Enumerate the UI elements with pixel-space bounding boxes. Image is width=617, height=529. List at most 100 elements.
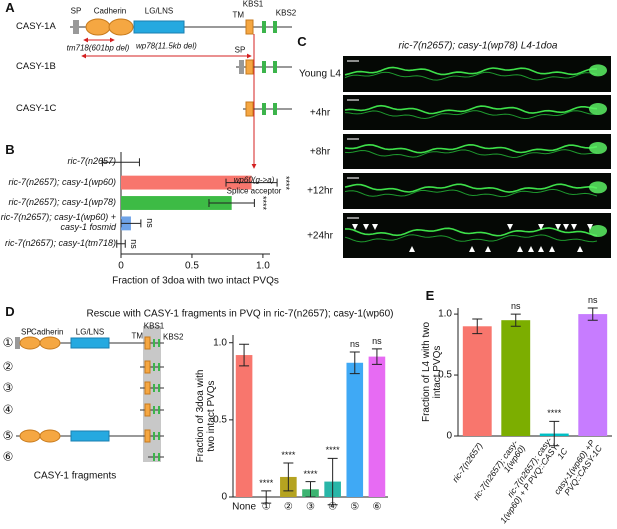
- significance-label: ns: [129, 239, 140, 249]
- cell-body: [589, 64, 607, 77]
- kbs-box: [262, 61, 266, 73]
- tm-domain: [245, 19, 254, 35]
- sp-box: [73, 20, 79, 34]
- domain-label: LG/LNS: [75, 327, 105, 337]
- y-tick-label: ric-7(n2657): [67, 156, 116, 167]
- tm-domain: [245, 101, 254, 117]
- neuron-process: [344, 149, 598, 159]
- bar: [121, 196, 232, 210]
- tm-domain: [144, 360, 151, 374]
- neuron-process: [344, 227, 598, 237]
- bar: [121, 175, 252, 190]
- fragment-label: ③: [2, 380, 14, 395]
- error-bar: [283, 462, 294, 492]
- error-bar: [327, 457, 338, 506]
- panel-label: D: [5, 303, 15, 319]
- significance-label: ns: [350, 339, 360, 350]
- kbs-box: [158, 432, 160, 440]
- kbs-box: [262, 103, 266, 115]
- y-tick-label: ric-7(n2657); casy-1(wp78): [8, 197, 116, 208]
- neuron-process: [344, 110, 598, 120]
- significance-label: ****: [547, 408, 562, 419]
- arrowhead: [549, 246, 555, 252]
- panel-label: E: [425, 287, 435, 303]
- significance-label: ****: [259, 477, 274, 488]
- tm-domain: [144, 403, 151, 417]
- micrograph: [343, 213, 611, 258]
- significance-label: ****: [303, 468, 318, 479]
- mutation-label: Splice acceptor: [226, 186, 282, 196]
- tm-region-shade: [143, 326, 161, 462]
- arrowhead: [507, 224, 513, 230]
- bar: [578, 314, 608, 436]
- arrowhead: [571, 224, 577, 230]
- arrowhead: [363, 224, 369, 230]
- kbs-box: [158, 453, 160, 461]
- tm-domain: [144, 429, 151, 443]
- kbs-box: [273, 21, 277, 33]
- error-bar: [510, 313, 521, 327]
- domain-label: Cadherin: [93, 6, 127, 16]
- fragment-label: ⑤: [2, 428, 14, 443]
- arrowhead: [577, 246, 583, 252]
- domain-label: KBS1: [143, 321, 165, 331]
- y-tick-label: 0.5: [438, 369, 452, 381]
- y-tick-label: 0: [221, 491, 227, 503]
- image-title: ric-7(n2657); casy-1(wp78) L4-1doa: [398, 40, 558, 52]
- arrowhead: [538, 224, 544, 230]
- y-axis-label: Fraction of 3doa with two intact PVQs: [195, 369, 217, 463]
- x-axis-label: Fraction of 3doa with two intact PVQs: [112, 275, 279, 287]
- micrograph: [343, 95, 611, 130]
- significance-label: ****: [281, 175, 292, 190]
- x-tick-label: ⑤: [350, 501, 360, 513]
- neuron-process: [344, 143, 598, 154]
- x-tick-label: ④: [328, 501, 338, 513]
- domain-label: LG/LNS: [144, 6, 174, 16]
- cell-body: [589, 103, 607, 115]
- arrowhead: [352, 224, 358, 230]
- tm-domain: [245, 59, 254, 75]
- row-label: Young L4: [299, 68, 341, 80]
- arrowhead: [555, 224, 561, 230]
- sp-box: [239, 60, 244, 74]
- significance-label: ****: [258, 195, 269, 211]
- kbs-box: [153, 432, 155, 440]
- kbs-box: [153, 339, 155, 347]
- panel-label: A: [5, 0, 15, 15]
- panel-title: Rescue with CASY-1 fragments in PVQ in r…: [86, 308, 394, 320]
- micrograph: [343, 173, 611, 209]
- domain-label: KBS2: [163, 332, 184, 342]
- deletion-label: wp78(11.5kb del): [136, 41, 197, 51]
- error-bar: [239, 343, 250, 367]
- arrowhead: [469, 246, 475, 252]
- kbs-box: [158, 406, 160, 414]
- arrowhead: [409, 246, 415, 252]
- domain-label: KBS2: [275, 8, 297, 18]
- neuron-process: [344, 104, 598, 115]
- neuron-process: [344, 71, 598, 81]
- bar: [235, 355, 253, 497]
- kbs-box: [158, 384, 160, 392]
- kbs-box: [153, 363, 155, 371]
- gene-diagram: [70, 18, 292, 169]
- y-tick-label: ric-7(n2657); casy-1(tm718): [4, 237, 116, 248]
- arrowhead: [587, 224, 593, 230]
- panel-label: C: [297, 33, 307, 49]
- x-tick-label: 0: [118, 260, 124, 272]
- bar: [368, 356, 386, 497]
- error-bar: [549, 420, 560, 447]
- domain-label: SP: [21, 327, 32, 337]
- kbs-box: [273, 103, 277, 115]
- y-axis-label: Fraction of L4 with two intact PVQs: [421, 321, 443, 423]
- x-tick-label: ⑥: [372, 501, 382, 513]
- arrowhead: [372, 224, 378, 230]
- error-bar: [371, 348, 382, 365]
- kbs-box: [153, 453, 155, 461]
- error-bar: [116, 239, 126, 248]
- row-label: +12hr: [307, 185, 333, 197]
- domain-label: TM: [131, 331, 143, 341]
- error-bar: [120, 219, 142, 228]
- arrowhead: [563, 224, 569, 230]
